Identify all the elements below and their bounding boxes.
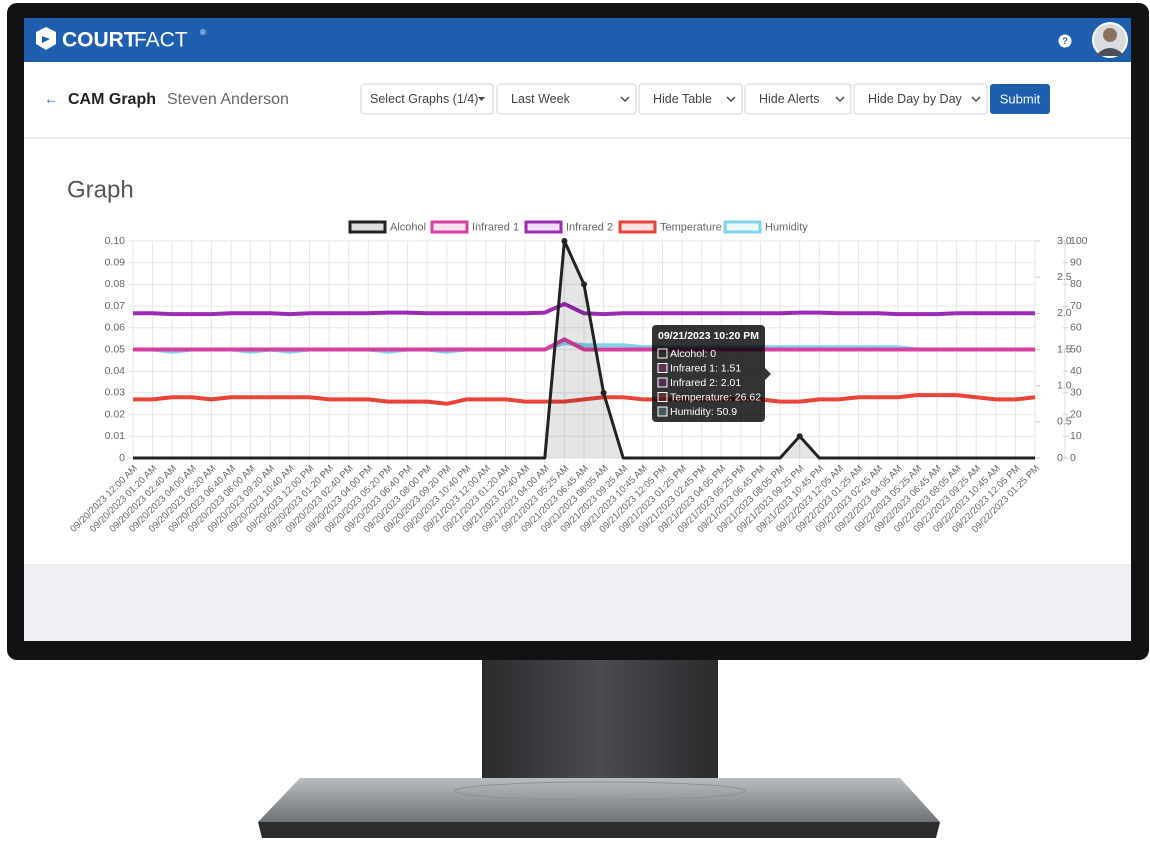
y-tick-label: 0.04 [105, 365, 126, 377]
stand-ring [454, 781, 746, 801]
y-tick-label: 40 [1070, 365, 1082, 377]
y-tick-label: 2.0 [1057, 307, 1072, 319]
tooltip-swatch [657, 406, 668, 417]
chevron [835, 96, 845, 102]
page-title: CAM Graph [68, 91, 156, 108]
tooltip-line: Temperature: 26.62 [670, 391, 761, 403]
legend-label: Infrared 1 [472, 221, 519, 233]
legend-swatch [348, 220, 387, 234]
point [796, 433, 803, 440]
y-tick-label: 30 [1070, 387, 1082, 399]
y-tick-label: 0.01 [105, 430, 126, 442]
tooltip-arrow [765, 368, 771, 380]
y-tick-label: 1.0 [1057, 379, 1072, 391]
stand-neck [482, 655, 718, 785]
avatar-body [1097, 48, 1123, 56]
tooltip-swatch [657, 348, 668, 359]
legend-swatch [524, 220, 563, 234]
dropdown-label: Select Graphs (1/4) [370, 92, 478, 106]
series-line [133, 301, 1035, 317]
legend-swatch [723, 220, 762, 234]
legend-swatch [430, 220, 469, 234]
dropdown[interactable] [360, 83, 494, 115]
y-tick-label: 0.09 [105, 256, 126, 268]
y-tick-label: 0.08 [105, 278, 126, 290]
chevron [726, 96, 736, 102]
chevron [620, 96, 630, 102]
dropdown[interactable] [496, 83, 637, 115]
tooltip-line: Infrared 2: 2.01 [670, 377, 741, 389]
app-header [24, 18, 1131, 62]
y-tick-label: 0 [1057, 452, 1063, 464]
dropdown[interactable] [853, 83, 988, 115]
legend-label: Alcohol [390, 221, 426, 233]
brand-fact: FACT [134, 29, 188, 52]
y-tick-label: 60 [1070, 322, 1082, 334]
submit-label: Submit [1000, 91, 1041, 106]
tooltip-line: Infrared 1: 1.51 [670, 362, 741, 374]
legend-label: Temperature [660, 221, 722, 233]
y-tick-label: 70 [1070, 300, 1082, 312]
legend-label: Humidity [765, 221, 808, 233]
y-tick-label: 20 [1070, 408, 1082, 420]
y-tick-label: 10 [1070, 430, 1082, 442]
brand-mark: ® [200, 28, 206, 37]
tooltip-title: 09/21/2023 10:20 PM [658, 330, 759, 342]
alcohol-area [133, 241, 1035, 458]
y-tick-label: 90 [1070, 256, 1082, 268]
y-tick-label: 0.03 [105, 387, 126, 399]
stand-base-edge [258, 822, 940, 838]
tooltip [652, 325, 765, 422]
tooltip-swatch [657, 392, 668, 402]
legend-swatch [618, 220, 657, 234]
tooltip-line: Humidity: 50.9 [670, 406, 737, 418]
y-tick-label: 0 [1070, 452, 1076, 464]
dropdown-label: Last Week [511, 92, 571, 106]
y-tick-label: 0.10 [105, 235, 126, 247]
point [581, 281, 587, 288]
series-line [133, 393, 1036, 406]
dropdown-label: Hide Day by Day [868, 92, 963, 106]
y-tick-label: 0.06 [105, 322, 126, 334]
section-title: Graph [67, 176, 134, 203]
help-icon-glyph: ? [1062, 36, 1068, 46]
content-panel [24, 139, 1131, 565]
back-arrow[interactable]: ← [44, 91, 58, 107]
dropdown-label: Hide Alerts [759, 92, 819, 106]
y-tick-label: 100 [1070, 235, 1088, 247]
point [600, 389, 607, 396]
dropdown-label: Hide Table [653, 92, 712, 106]
dropdown[interactable] [638, 83, 743, 115]
brand-court: COURT [62, 29, 137, 52]
point [561, 238, 568, 244]
chevron [971, 96, 981, 102]
y-tick-label: 0.07 [105, 300, 126, 312]
avatar-face [1103, 28, 1117, 42]
series-line [133, 337, 1035, 352]
y-tick-label: 80 [1070, 278, 1082, 290]
tooltip-swatch [657, 363, 668, 373]
legend-label: Infrared 2 [566, 221, 613, 233]
tooltip-swatch [657, 377, 668, 388]
subject-name: Steven Anderson [167, 91, 289, 108]
help-icon[interactable] [1058, 34, 1072, 48]
y-tick-label: 0 [119, 452, 125, 464]
dropdown[interactable] [744, 83, 852, 115]
y-tick-label: 50 [1070, 343, 1082, 355]
caret [478, 97, 485, 101]
y-tick-label: 0.02 [105, 408, 126, 420]
y-tick-label: 0.5 [1057, 416, 1072, 428]
controls: Select Graphs (1/4) Last Week Hide Table Hi… [360, 83, 988, 115]
submit-button[interactable] [990, 84, 1050, 114]
logo-icon-mark [42, 36, 50, 43]
y-tick-label: 2.5 [1057, 271, 1072, 283]
tooltip-line: Alcohol: 0 [670, 348, 716, 360]
y-tick-label: 0.05 [105, 343, 126, 355]
